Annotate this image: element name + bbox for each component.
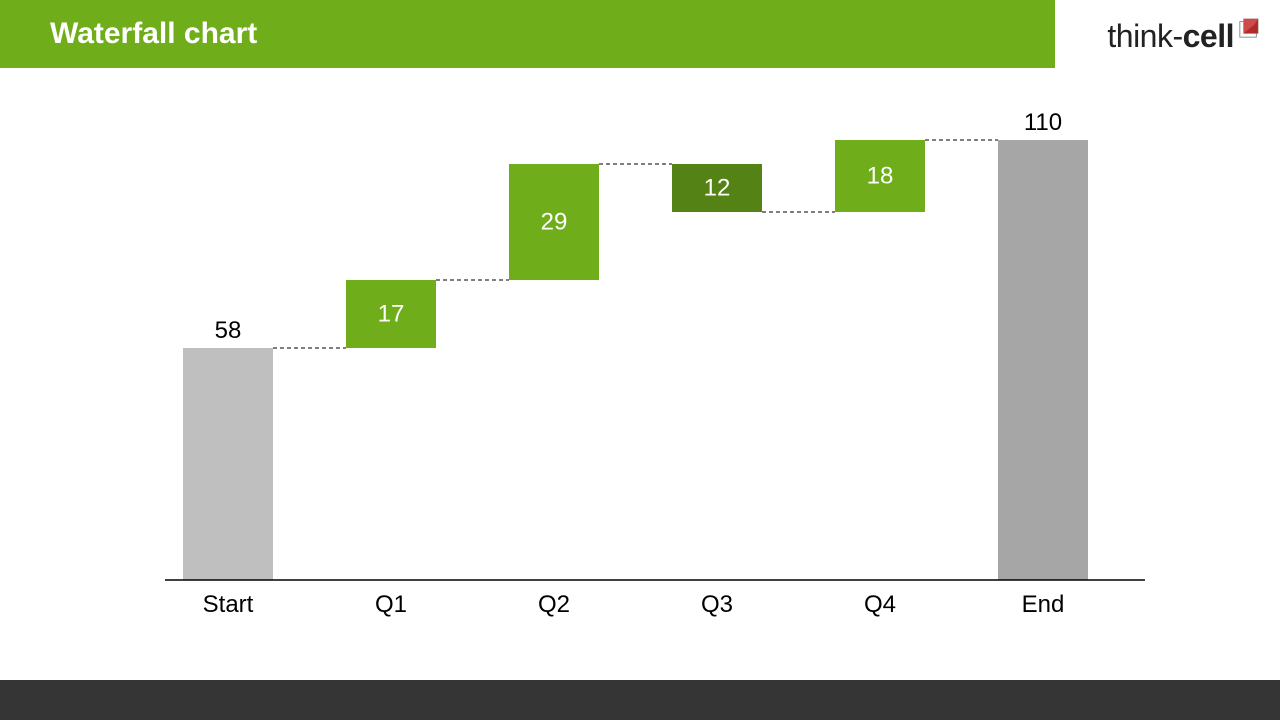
bar-value-label: 110 — [1024, 109, 1062, 136]
waterfall-bar — [998, 140, 1088, 580]
category-label: Q2 — [538, 591, 570, 618]
bar-value-label: 12 — [704, 175, 731, 202]
category-label: Start — [203, 591, 254, 618]
waterfall-chart-svg: 58 Start 17 Q1 29 Q2 12 Q3 18 Q4 110 End — [165, 100, 1145, 640]
category-label: Q1 — [375, 591, 407, 618]
slide-title: Waterfall chart — [50, 17, 257, 51]
bar-value-label: 17 — [378, 301, 405, 328]
bar-value-label: 18 — [867, 163, 894, 190]
header-green-bar: Waterfall chart — [0, 0, 1055, 68]
header: Waterfall chart think-cell — [0, 0, 1280, 72]
logo-text-thin: think- — [1107, 18, 1182, 55]
category-label: End — [1022, 591, 1065, 618]
bar-value-label: 29 — [541, 209, 568, 236]
waterfall-chart: 58 Start 17 Q1 29 Q2 12 Q3 18 Q4 110 End — [165, 100, 1145, 640]
category-label: Q3 — [701, 591, 733, 618]
footer-bar — [0, 680, 1280, 720]
thinkcell-icon — [1238, 17, 1260, 39]
bar-value-label: 58 — [215, 317, 242, 344]
logo-text-bold: cell — [1183, 18, 1234, 55]
category-label: Q4 — [864, 591, 896, 618]
waterfall-bar — [183, 348, 273, 580]
logo: think-cell — [1107, 14, 1260, 58]
